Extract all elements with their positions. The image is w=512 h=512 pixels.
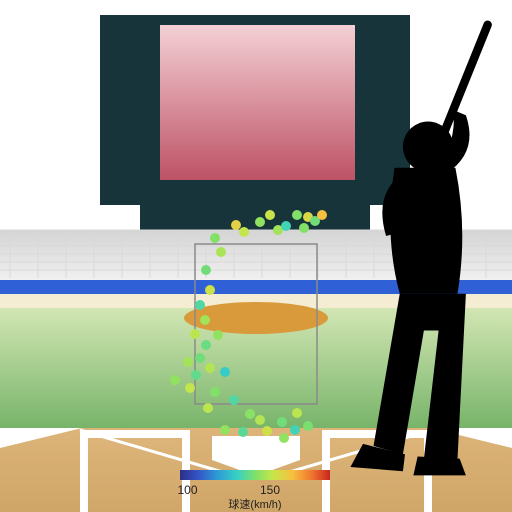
pitch-location-chart: 100 150球速(km/h) [0,0,512,512]
batters-box-inner [88,438,182,512]
pitch-point [290,425,300,435]
pitch-point [195,353,205,363]
pitch-point [279,433,289,443]
pitch-point [220,367,230,377]
pitch-point [265,210,275,220]
pitch-point [216,247,226,257]
pitch-point [205,285,215,295]
scoreboard-lower [140,190,370,230]
pitch-point [281,221,291,231]
pitch-point [203,403,213,413]
pitch-point [201,340,211,350]
pitch-point [255,415,265,425]
pitch-point [170,375,180,385]
pitch-point [183,357,193,367]
pitch-point [220,425,230,435]
video-screen [160,25,355,180]
pitch-point [262,426,272,436]
colorbar [180,470,330,480]
pitch-point [191,370,201,380]
pitch-point [255,217,265,227]
chart-svg: 100 150球速(km/h) [0,0,512,512]
pitch-point [231,220,241,230]
pitch-point [195,300,205,310]
pitch-point [299,223,309,233]
pitch-point [205,363,215,373]
pitch-point [185,383,195,393]
pitch-point [213,330,223,340]
pitch-point [190,329,200,339]
pitch-point [201,265,211,275]
pitch-point [317,210,327,220]
colorbar-tick: 150 [260,483,280,497]
pitch-point [239,227,249,237]
pitch-point [245,409,255,419]
colorbar-tick: 100 [177,483,197,497]
pitch-point [277,417,287,427]
pitch-point [210,233,220,243]
colorbar-label: 球速(km/h) [228,497,281,511]
pitch-point [303,421,313,431]
pitch-point [200,315,210,325]
pitch-point [238,427,248,437]
pitch-point [229,395,239,405]
pitch-point [292,408,302,418]
pitch-point [292,210,302,220]
pitch-point [210,387,220,397]
